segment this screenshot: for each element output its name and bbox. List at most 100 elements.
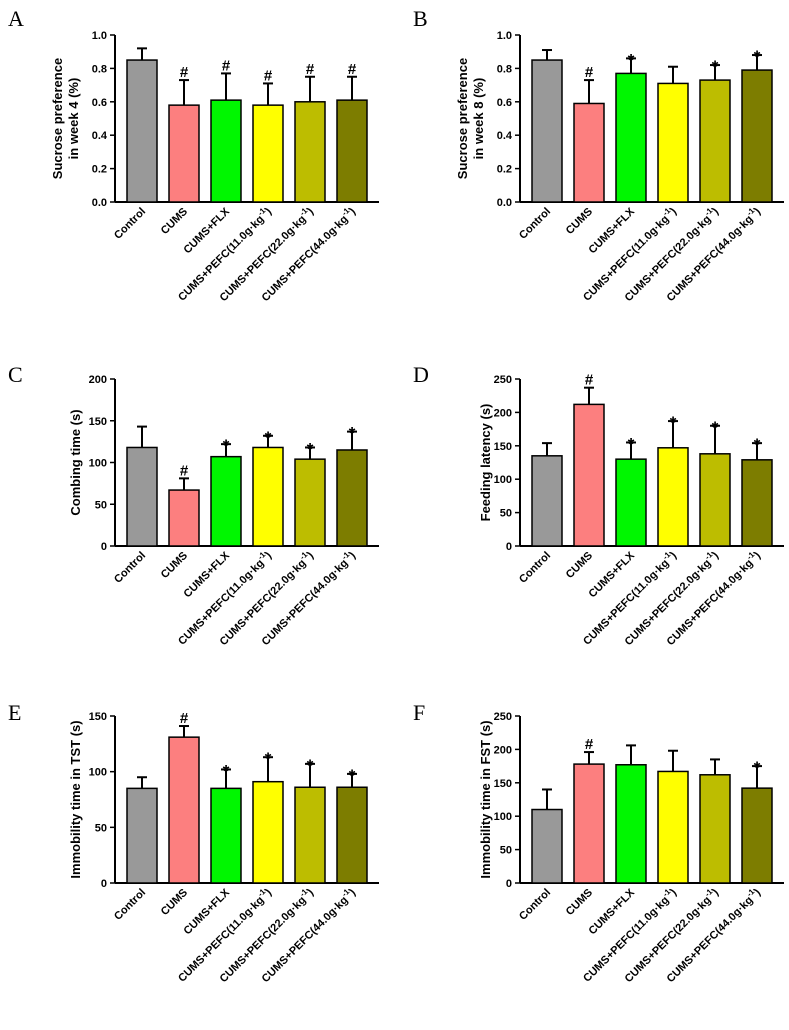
y-tick-label: 100 [494, 474, 512, 486]
bar [573, 403, 605, 547]
category-label-text: CUMS+PEFC(11.0g·kg [581, 213, 671, 303]
category-label: CUMS [159, 887, 190, 918]
panel-letter-a: A [8, 6, 24, 31]
panel-b: B 0.0 0.2 0.4 0.6 0.8 1.0 Sucrose preference in… [413, 6, 784, 304]
category-label-text: CUMS+PEFC(44.0g·kg [260, 557, 351, 648]
category-label: CUMS [159, 206, 190, 237]
panel-d-bars: 0 50 100 150 200 250 Feeding latency (s) Contro… [478, 372, 784, 648]
significance-star: * [754, 47, 761, 66]
bar [126, 59, 158, 203]
category-label-close: ) [263, 549, 274, 560]
bar [252, 446, 284, 547]
y-axis-title: in week 4 (%) [66, 78, 81, 160]
significance-star: * [754, 758, 761, 777]
bar [252, 104, 284, 203]
category-label: Control [112, 206, 148, 242]
category-label-close: ) [710, 886, 721, 897]
panel-a-bars: 0.0 0.2 0.4 0.6 0.8 1.0 Sucrose preference in w… [50, 30, 379, 304]
y-tick-label: 50 [500, 508, 512, 520]
significance-star: * [754, 435, 761, 454]
category-label-text: Control [112, 550, 148, 586]
bar [573, 102, 605, 203]
y-tick-label: 0 [101, 878, 107, 890]
bar [294, 458, 326, 547]
category-label-superscript: -1 [340, 550, 352, 562]
significance-star: * [628, 50, 635, 69]
significance-hash: # [264, 67, 273, 84]
y-axis-title: Immobility time in FST (s) [478, 720, 493, 878]
y-tick-label: 0.8 [497, 63, 512, 75]
significance-star: * [223, 761, 230, 780]
category-label-superscript: -1 [256, 550, 268, 562]
y-tick-label: 150 [89, 416, 107, 428]
category-label-superscript: -1 [661, 887, 673, 899]
bar [615, 458, 647, 547]
panel-e-bars: 0 50 100 150 Immobility time in TST (s) Contr… [68, 710, 379, 985]
category-label-superscript: -1 [298, 206, 310, 218]
y-tick-label: 0.6 [497, 97, 512, 109]
category-label-close: ) [668, 205, 679, 216]
y-tick-label: 1.0 [497, 30, 512, 42]
category-label-superscript: -1 [256, 206, 268, 218]
category-label-superscript: -1 [661, 206, 673, 218]
y-tick-label: 250 [494, 374, 512, 386]
category-label-close: ) [263, 205, 274, 216]
category-label-text: CUMS [564, 206, 595, 237]
category-label-text: CUMS+PEFC(22.0g·kg [623, 213, 714, 304]
significance-star: * [349, 766, 356, 785]
bar [294, 101, 326, 203]
bar [531, 455, 563, 547]
category-label-text: CUMS [159, 887, 190, 918]
significance-star: * [307, 439, 314, 458]
bar [168, 736, 200, 884]
category-label-superscript: -1 [298, 887, 310, 899]
category-label: Control [112, 887, 148, 923]
category-label-text: Control [517, 887, 553, 923]
category-label-text: CUMS [159, 206, 190, 237]
y-tick-label: 0.4 [92, 130, 108, 142]
y-tick-label: 0 [506, 878, 512, 890]
category-label-superscript: -1 [661, 550, 673, 562]
category-label-text: CUMS+PEFC(44.0g·kg [665, 894, 756, 985]
significance-star: * [265, 749, 272, 768]
bar [741, 69, 773, 203]
significance-star: * [670, 413, 677, 432]
category-label: CUMS [564, 550, 595, 581]
y-tick-label: 0 [506, 541, 512, 553]
significance-star: * [712, 57, 719, 76]
category-label-text: CUMS+PEFC(44.0g·kg [260, 894, 351, 985]
y-tick-label: 0.2 [92, 164, 107, 176]
y-tick-label: 100 [494, 811, 512, 823]
significance-hash: # [180, 462, 189, 479]
panel-d: D 0 50 100 150 200 250 Feeding latency (s) Cont… [413, 362, 784, 648]
y-axis-title: Feeding latency (s) [478, 404, 493, 522]
category-label-close: ) [347, 205, 358, 216]
y-tick-label: 50 [95, 822, 107, 834]
category-label-text: CUMS+PEFC(11.0g·kg [176, 894, 266, 984]
category-label-superscript: -1 [703, 887, 715, 899]
category-label-close: ) [752, 549, 763, 560]
panel-letter-b: B [413, 6, 428, 31]
panel-a: A 0.0 0.2 0.4 0.6 0.8 1.0 Sucrose preference in… [8, 6, 379, 304]
category-label-text: CUMS+PEFC(22.0g·kg [623, 894, 714, 985]
category-label: Control [517, 887, 553, 923]
category-label-superscript: -1 [745, 887, 757, 899]
category-label-text: CUMS+PEFC(11.0g·kg [176, 557, 266, 647]
y-axis-title: Combing time (s) [68, 409, 83, 515]
category-label-close: ) [710, 549, 721, 560]
panel-letter-e: E [8, 700, 21, 725]
bar [168, 104, 200, 203]
bar [741, 459, 773, 547]
category-label-close: ) [347, 886, 358, 897]
significance-hash: # [222, 57, 231, 74]
category-label-superscript: -1 [340, 206, 352, 218]
category-label-text: CUMS+PEFC(22.0g·kg [218, 894, 309, 985]
panel-letter-d: D [413, 362, 429, 387]
category-label-text: CUMS+PEFC(22.0g·kg [623, 557, 714, 648]
category-label-close: ) [710, 205, 721, 216]
panel-c: C 0 50 100 150 200 Combing time (s) Control # CU… [8, 362, 379, 648]
significance-star: * [712, 418, 719, 437]
category-label-close: ) [305, 549, 316, 560]
